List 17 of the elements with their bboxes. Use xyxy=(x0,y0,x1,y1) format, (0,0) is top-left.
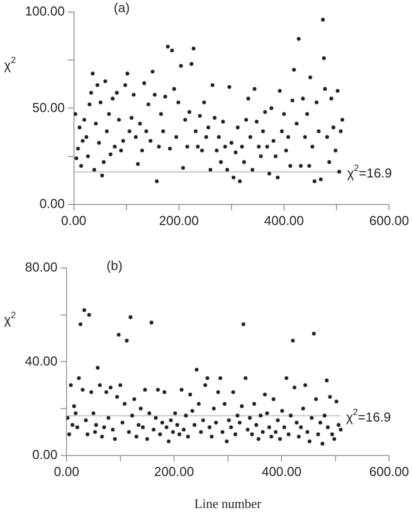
y-tick-label: 0.00 xyxy=(39,196,65,211)
y-tick-label: 40.00 xyxy=(24,353,58,368)
x-tick-label: 400.00 xyxy=(264,212,304,228)
x-tick-label: 200.00 xyxy=(154,464,194,479)
x-tick-label: 600.00 xyxy=(369,212,409,228)
y-tick-label: 80.00 xyxy=(24,260,58,275)
x-tick-label: 0.00 xyxy=(54,464,80,479)
x-axis-title: Line number xyxy=(194,496,262,511)
y-tick-label: 50.00 xyxy=(32,100,65,115)
x-tick-label: 0.00 xyxy=(61,212,86,228)
annotation: (b) xyxy=(106,258,122,274)
x-tick-label: 600.00 xyxy=(369,464,409,479)
y-tick-label: 0.00 xyxy=(32,446,58,462)
x-tick-label: 200.00 xyxy=(159,212,199,228)
annotation: (a) xyxy=(114,0,130,16)
x-tick-label: 400.00 xyxy=(262,464,302,479)
y-tick-label: 100.00 xyxy=(24,4,65,19)
